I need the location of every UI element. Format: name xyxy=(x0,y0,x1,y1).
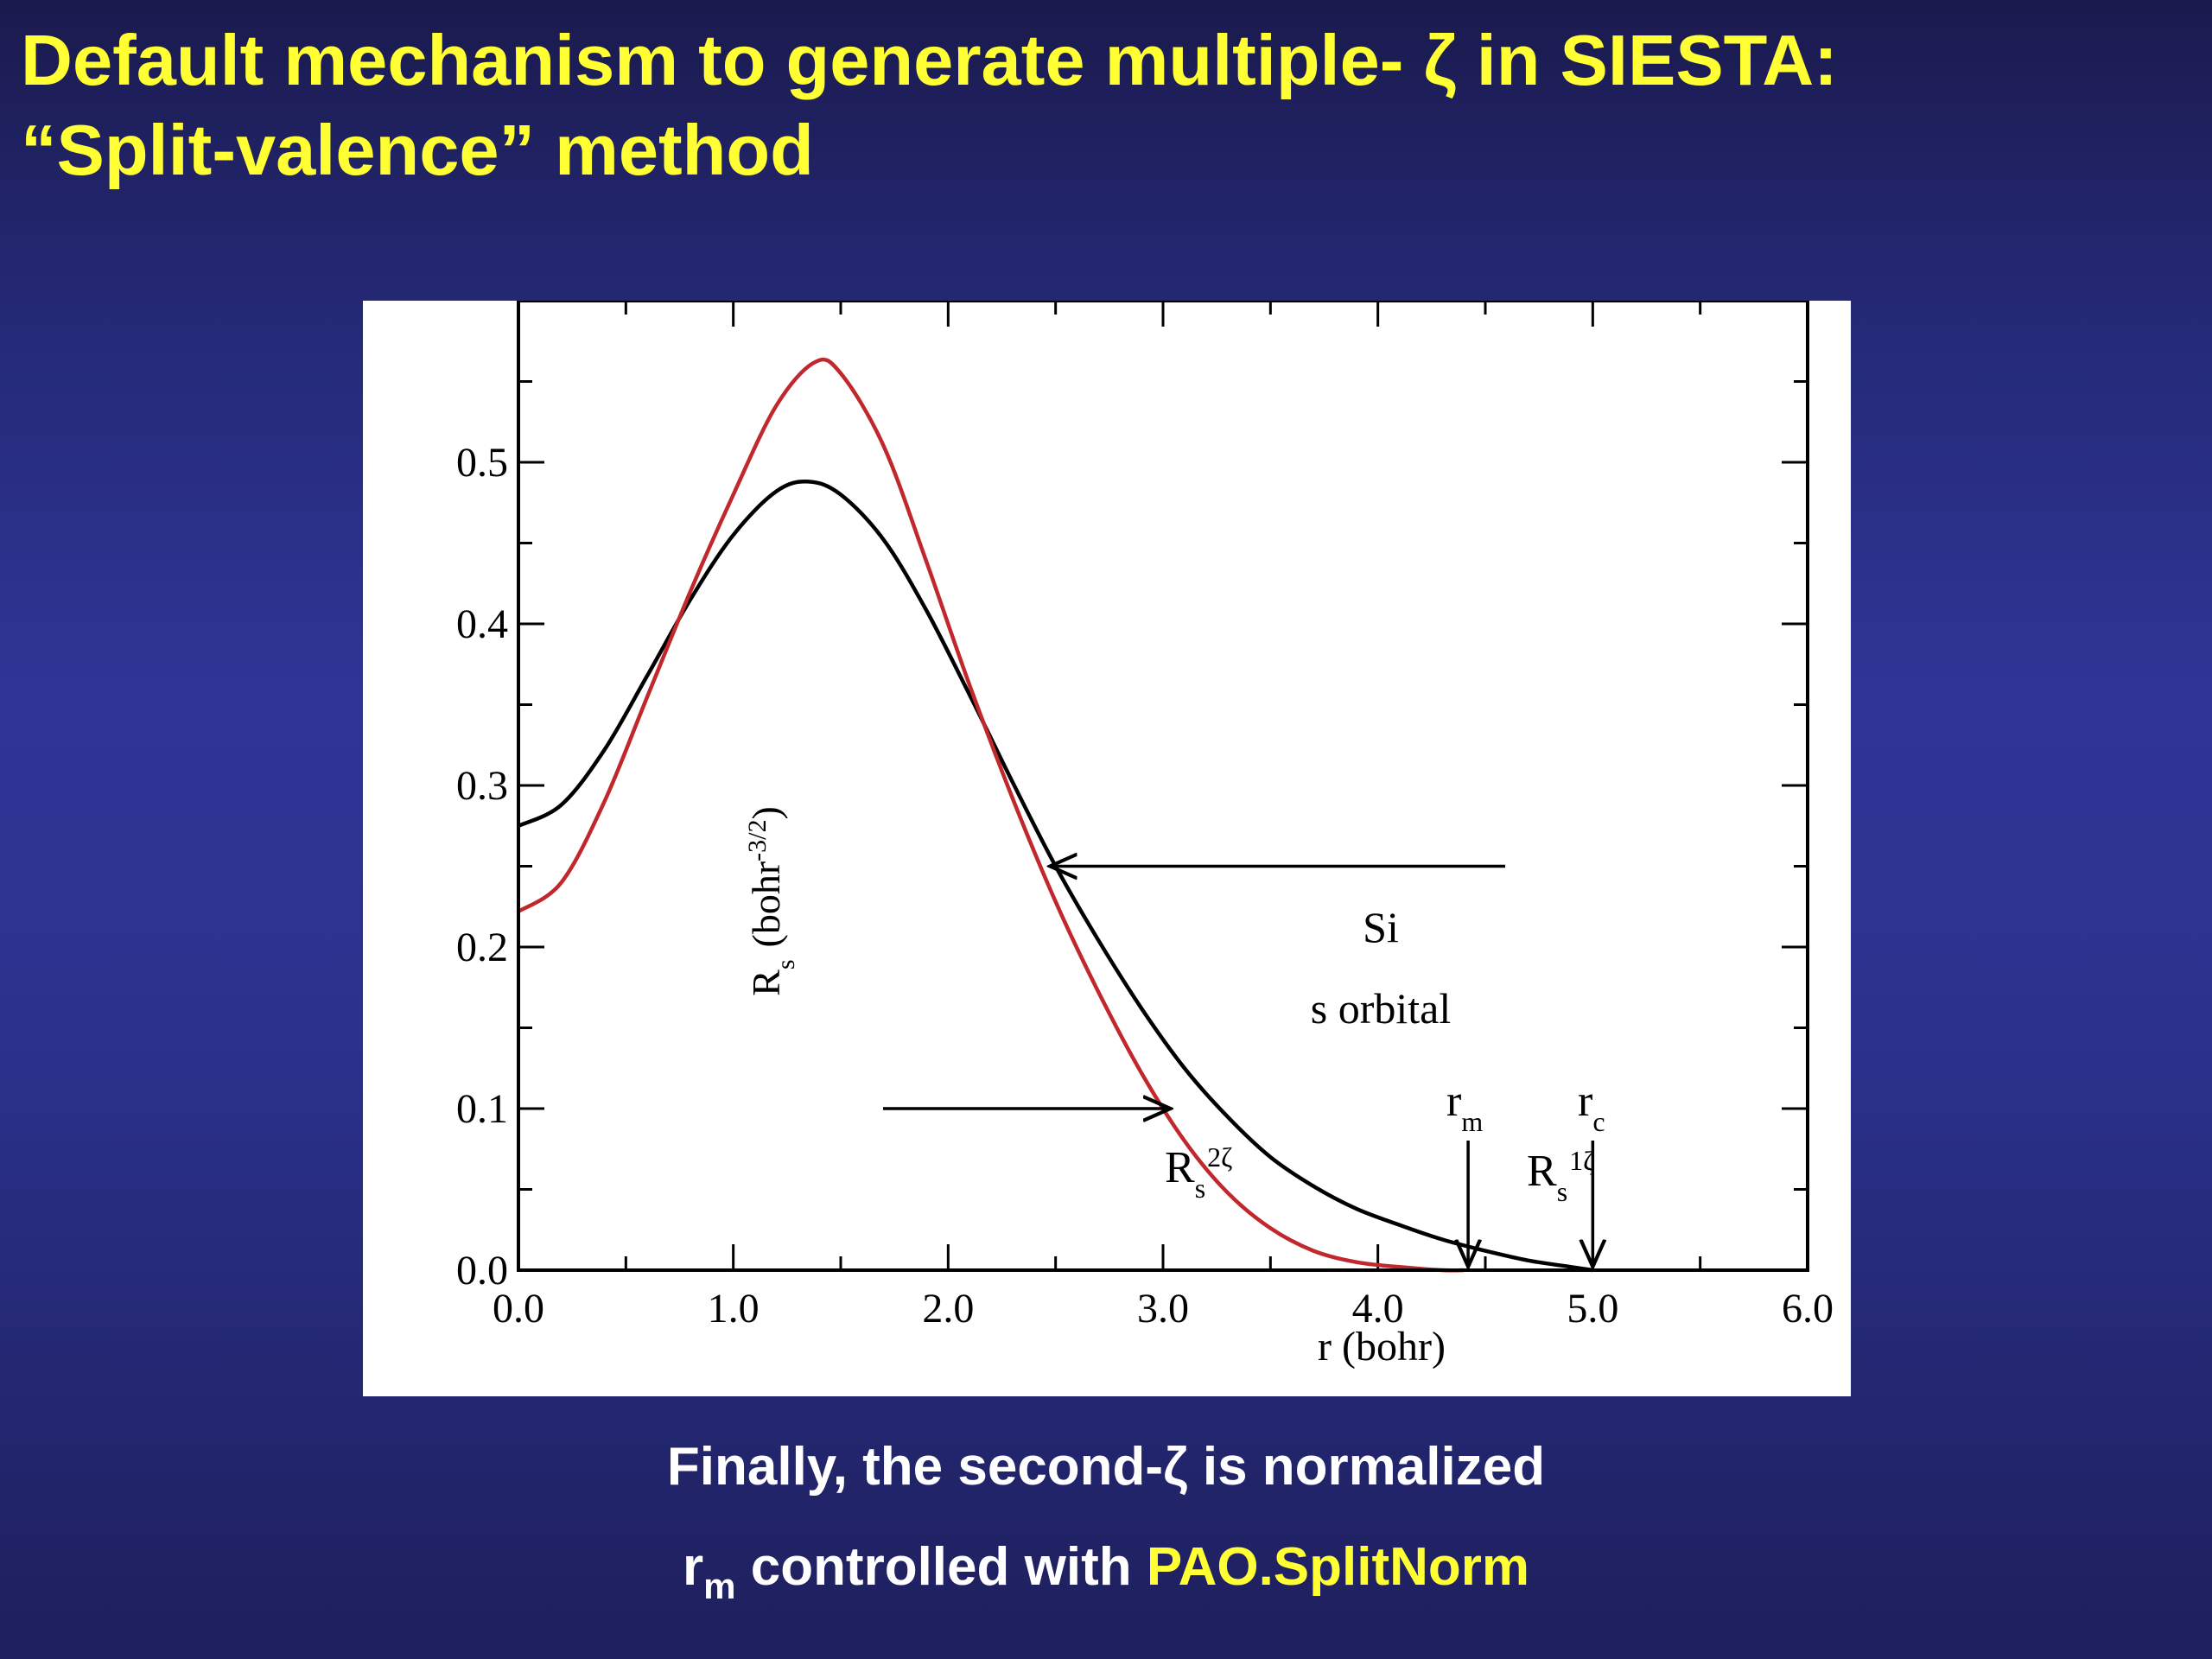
series-2zeta-curve xyxy=(517,357,1465,1273)
series-1zeta-curve xyxy=(518,480,1593,1273)
chart-svg: 0.0 1.0 2.0 3.0 4.0 5.0 6.00.00.10.20.30.40.5 … xyxy=(456,301,1834,1370)
caption-rm-sub: m xyxy=(703,1566,736,1606)
x-tick-label: 0.0 xyxy=(493,1286,544,1332)
svg-text:Rs(bohr-3/2): Rs (bohr-3/2) xyxy=(743,806,800,996)
chart-figure: 0.0 1.0 2.0 3.0 4.0 5.0 6.0 0.0 0.1 0.2 0.3 0.4 0.5 … xyxy=(363,301,1851,1396)
series-label-1zeta: Rs1ζ xyxy=(1527,1145,1594,1207)
slide-title-line-2: “Split-valence” method xyxy=(21,110,814,190)
marker-label-rc: rc xyxy=(1578,1077,1605,1137)
caption-rm: r xyxy=(682,1537,704,1597)
y-axis-label-unit-open: (bohr xyxy=(744,861,788,948)
caption-splitnorm: rm controlled with PAO.SplitNorm xyxy=(0,1536,2212,1606)
annotation-orbital: s orbital xyxy=(1311,984,1451,1033)
y-tick-label: 0.4 xyxy=(456,601,508,647)
slide-title-line-1: Default mechanism to generate multiple- … xyxy=(21,20,1838,100)
y-axis-label: Rs (bohr-3/2) xyxy=(743,806,800,996)
x-tick-label: 5.0 xyxy=(1567,1286,1618,1332)
y-tick-label: 0.2 xyxy=(456,925,508,970)
y-axis-label-unit-sup: -3/2 xyxy=(743,819,772,861)
marker-label-rm: rm xyxy=(1446,1077,1483,1137)
caption-parameter-name: PAO.SplitNorm xyxy=(1146,1537,1530,1597)
annotation-element: Si xyxy=(1363,903,1399,951)
caption-normalized: Finally, the second-ζ is normalized xyxy=(666,1437,1546,1497)
series-label-2zeta: Rs2ζ xyxy=(1165,1141,1232,1204)
y-tick-label: 0.3 xyxy=(456,763,508,809)
y-tick-label: 0.1 xyxy=(456,1086,508,1132)
y-tick-label: 0.0 xyxy=(456,1248,508,1294)
plot-frame xyxy=(517,301,1809,1272)
y-tick-label: 0.5 xyxy=(456,440,508,486)
x-axis-label: r (bohr) xyxy=(1318,1324,1446,1370)
x-tick-label: 1.0 xyxy=(708,1286,760,1332)
y-axis-label-unit-close: ) xyxy=(744,806,788,819)
slide-title: Default mechanism to generate multiple- … xyxy=(21,16,1838,195)
y-axis-label-main: R xyxy=(744,969,788,996)
x-tick-label: 3.0 xyxy=(1137,1286,1189,1332)
y-axis-label-sub: s xyxy=(772,959,800,969)
x-tick-label: 2.0 xyxy=(922,1286,974,1332)
x-tick-label: 4.0 xyxy=(1352,1286,1404,1332)
x-tick-label: 6.0 xyxy=(1782,1286,1834,1332)
caption-middle: controlled with xyxy=(735,1537,1147,1597)
